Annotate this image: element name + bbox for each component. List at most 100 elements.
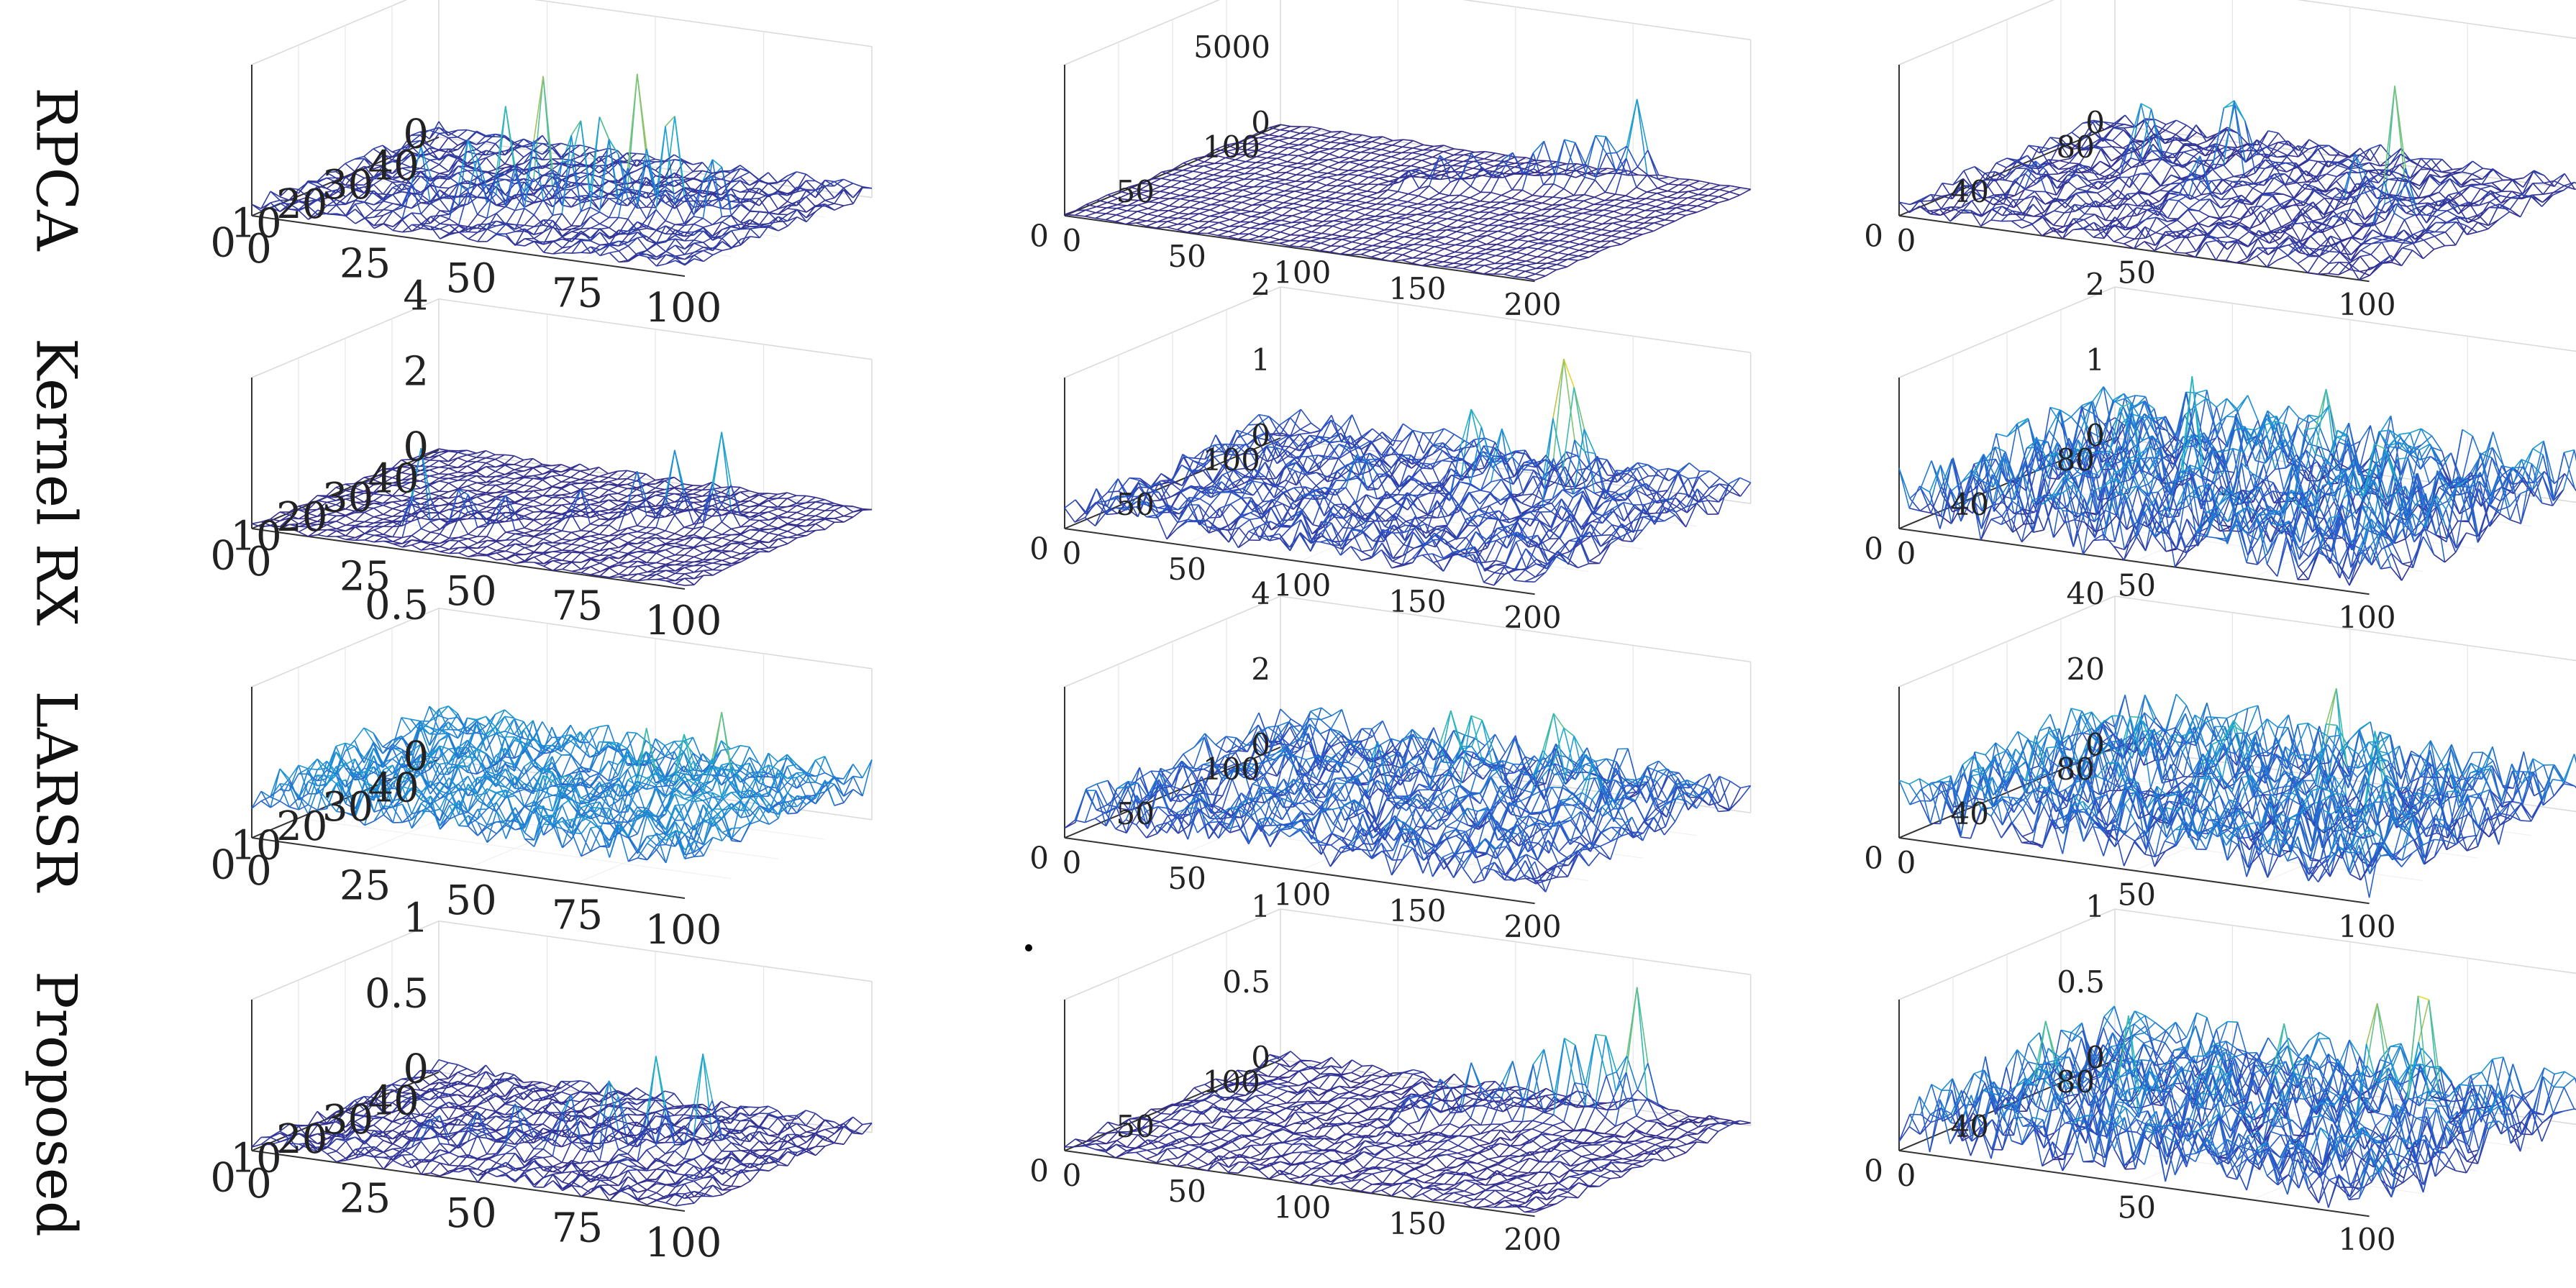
mesh-line bbox=[1329, 154, 1339, 157]
mesh-line bbox=[591, 212, 600, 217]
mesh-line bbox=[778, 226, 788, 231]
mesh-line bbox=[825, 198, 834, 200]
mesh-line bbox=[1657, 200, 1667, 202]
mesh-line bbox=[543, 185, 552, 186]
mesh-line bbox=[1634, 215, 1644, 219]
mesh-line bbox=[506, 232, 515, 234]
mesh-line bbox=[524, 225, 534, 227]
mesh-line bbox=[1421, 168, 1432, 170]
mesh-line bbox=[1543, 196, 1553, 197]
mesh-line bbox=[844, 183, 853, 188]
mesh-line bbox=[468, 232, 478, 233]
mesh-line bbox=[769, 195, 778, 209]
mesh-line bbox=[806, 197, 816, 207]
mesh-line bbox=[1371, 149, 1381, 150]
mesh-line bbox=[1583, 209, 1593, 211]
mesh-line bbox=[618, 161, 627, 162]
mesh-line bbox=[1584, 201, 1594, 204]
mesh-line bbox=[1311, 133, 1321, 135]
mesh-line bbox=[1286, 173, 1296, 175]
mesh-line bbox=[1511, 198, 1521, 201]
mesh-line bbox=[1320, 141, 1330, 142]
mesh-line bbox=[1626, 196, 1636, 198]
mesh-line bbox=[1606, 152, 1616, 153]
mesh-line bbox=[657, 244, 666, 252]
mesh-line bbox=[806, 174, 815, 181]
mesh-line bbox=[515, 245, 524, 246]
mesh-line bbox=[1449, 195, 1460, 196]
mesh-line bbox=[1689, 180, 1699, 181]
mesh-line bbox=[713, 242, 722, 248]
mesh-line bbox=[430, 204, 440, 211]
mesh-line bbox=[383, 201, 393, 204]
mesh-line bbox=[1351, 145, 1361, 147]
mesh-line bbox=[1390, 176, 1400, 178]
mesh-line bbox=[430, 165, 440, 170]
mesh-line bbox=[589, 147, 599, 151]
mesh-line bbox=[656, 210, 665, 221]
mesh-line bbox=[1342, 138, 1352, 141]
mesh-line bbox=[788, 209, 797, 210]
mesh-line bbox=[704, 237, 713, 242]
mesh-line bbox=[1553, 197, 1563, 198]
surface-panels: 0255075100010203040050000501001502000501… bbox=[210, 0, 2576, 1266]
mesh-line bbox=[1380, 167, 1390, 168]
mesh-line bbox=[486, 142, 496, 144]
mesh-line bbox=[1235, 166, 1245, 168]
mesh-line bbox=[581, 166, 590, 173]
mesh-line bbox=[440, 225, 450, 229]
mesh-line bbox=[1290, 131, 1300, 133]
mesh-line bbox=[448, 137, 458, 138]
mesh-line bbox=[1544, 184, 1554, 185]
mesh-line bbox=[1391, 157, 1401, 160]
mesh-line bbox=[1667, 197, 1678, 198]
mesh-line bbox=[1679, 179, 1689, 180]
mesh-line bbox=[1288, 147, 1298, 149]
mesh-line bbox=[1411, 166, 1421, 168]
mesh-line bbox=[637, 207, 647, 209]
mesh-line bbox=[750, 227, 760, 229]
mesh-line bbox=[760, 213, 769, 225]
mesh-line bbox=[1370, 160, 1380, 161]
mesh-line bbox=[1687, 205, 1697, 206]
mesh-line bbox=[476, 131, 486, 137]
mesh-line bbox=[1439, 193, 1449, 196]
mesh-line bbox=[675, 255, 685, 256]
mesh-line bbox=[1554, 184, 1564, 189]
mesh-line bbox=[1729, 192, 1739, 195]
mesh-line bbox=[703, 218, 712, 224]
mesh-line bbox=[440, 233, 450, 239]
mesh-line bbox=[655, 161, 665, 162]
mesh-line bbox=[693, 216, 703, 218]
mesh-line bbox=[440, 229, 450, 233]
mesh-line bbox=[600, 218, 609, 224]
mesh-line bbox=[1730, 186, 1740, 188]
mesh-line bbox=[1391, 163, 1401, 165]
mesh-line bbox=[1328, 173, 1338, 175]
mesh-line bbox=[1658, 179, 1668, 184]
mesh-line bbox=[439, 138, 448, 150]
mesh-line bbox=[750, 211, 760, 212]
mesh-line bbox=[1595, 180, 1605, 192]
mesh-line bbox=[1689, 186, 1699, 190]
mesh-line bbox=[1719, 197, 1729, 200]
mesh-line bbox=[704, 255, 713, 262]
row-label: RPCA bbox=[24, 87, 88, 252]
tick-label: 100 bbox=[645, 285, 722, 332]
mesh-line bbox=[506, 224, 515, 225]
mesh-line bbox=[591, 224, 600, 228]
mesh-line bbox=[1340, 149, 1350, 151]
mesh-line bbox=[440, 199, 449, 211]
mesh-line bbox=[1562, 204, 1573, 207]
mesh-line bbox=[1603, 210, 1614, 211]
mesh-line bbox=[1379, 178, 1389, 182]
mesh-line bbox=[1635, 203, 1645, 204]
mesh-line bbox=[1321, 135, 1331, 137]
mesh-line bbox=[1369, 172, 1379, 175]
mesh-line bbox=[1688, 191, 1698, 194]
mesh-line bbox=[1352, 134, 1362, 135]
mesh-line bbox=[1358, 175, 1368, 178]
mesh-line bbox=[1615, 200, 1625, 201]
mesh-line bbox=[1667, 191, 1678, 193]
mesh-line bbox=[468, 239, 478, 242]
